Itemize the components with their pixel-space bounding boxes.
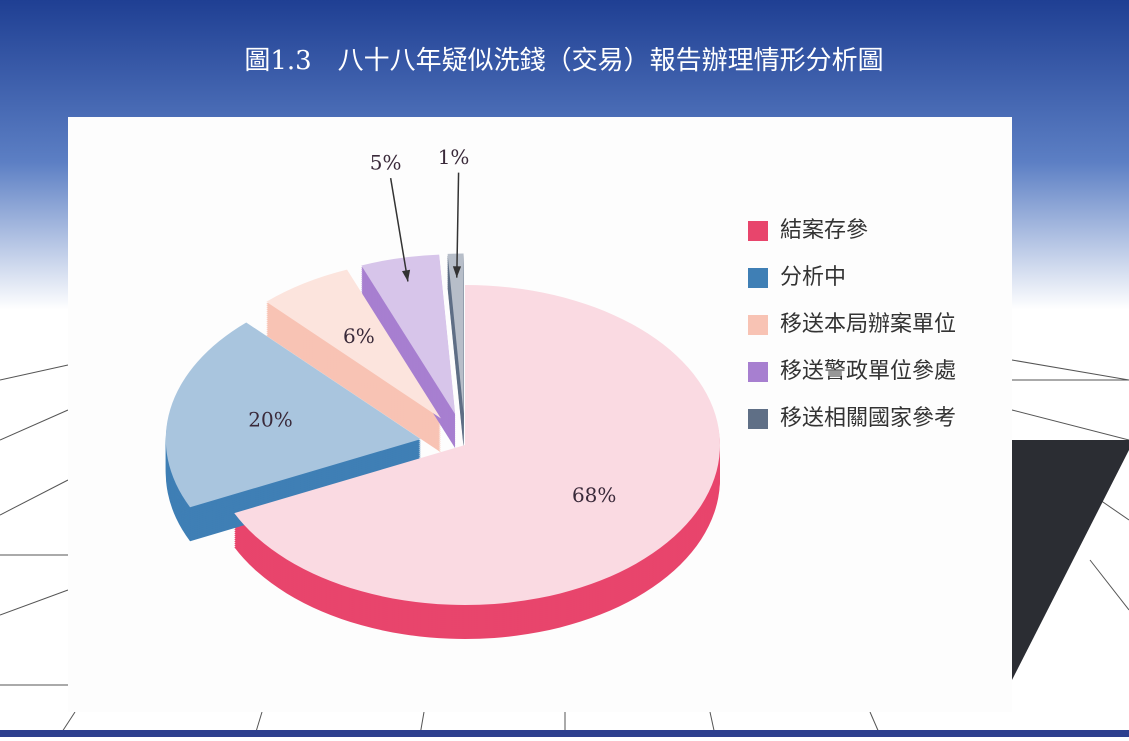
legend-swatch [748, 221, 768, 241]
data-label: 1% [438, 145, 470, 169]
bottom-bar [0, 730, 1129, 737]
slice [447, 253, 464, 414]
label-arrowhead [401, 269, 411, 282]
pie: 68% 20% 6% 5% 1% [165, 145, 721, 640]
label-arrow [389, 177, 409, 282]
data-label: 6% [343, 324, 375, 348]
legend-label: 分析中 [780, 265, 846, 290]
chart-title: 圖1.3 八十八年疑似洗錢（交易）報告辦理情形分析圖 [244, 46, 883, 76]
legend-label: 移送相關國家參考 [780, 406, 956, 431]
data-label: 68% [572, 483, 616, 507]
slice [234, 285, 721, 605]
label-arrow [456, 172, 460, 278]
slice [361, 254, 456, 415]
floor-grid [0, 359, 1129, 736]
label-arrowhead [452, 266, 462, 278]
legend-swatch [748, 268, 768, 288]
slice [266, 269, 441, 419]
data-label: 5% [370, 151, 402, 175]
legend-swatch [748, 315, 768, 335]
decor-triangle [1012, 440, 1129, 680]
legend-swatch [748, 409, 768, 429]
legend-label: 移送本局辦案單位 [780, 312, 956, 337]
legend-label: 移送警政單位參處 [780, 359, 956, 384]
slice [165, 322, 421, 508]
legend-label: 結案存參 [780, 218, 868, 243]
legend-swatch [748, 362, 768, 382]
data-label: 20% [248, 408, 292, 432]
